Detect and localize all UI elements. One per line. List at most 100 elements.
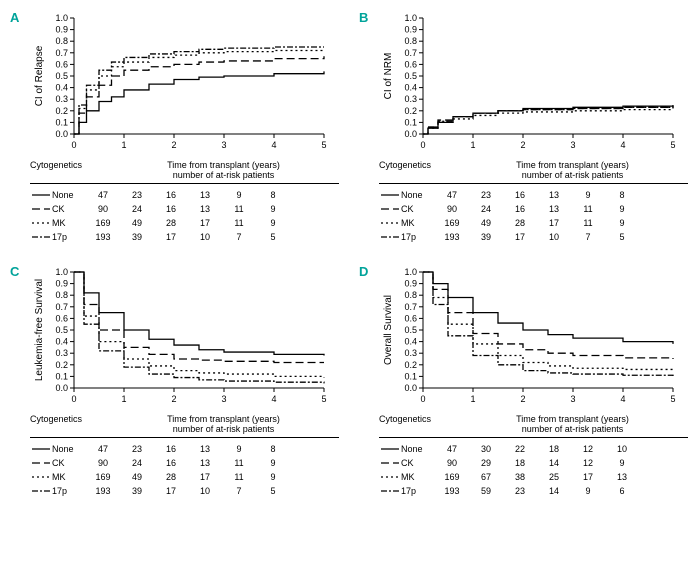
xlabel-line1: Time from transplant (years): [457, 414, 688, 424]
legend-swatch-ck: [30, 204, 52, 214]
svg-text:1: 1: [470, 140, 475, 150]
risk-row: CK90241613119: [30, 202, 339, 216]
svg-text:0.0: 0.0: [55, 129, 68, 139]
group-label: CK: [52, 458, 86, 468]
risk-table: CytogeneticsTime from transplant (years)…: [379, 160, 688, 244]
svg-text:5: 5: [321, 394, 326, 404]
group-label: None: [52, 444, 86, 454]
svg-text:0.4: 0.4: [55, 83, 68, 93]
group-label: CK: [401, 458, 435, 468]
risk-value: 5: [256, 486, 290, 496]
risk-value: 9: [571, 486, 605, 496]
group-label: 17p: [52, 232, 86, 242]
legend-swatch-mk: [30, 218, 52, 228]
risk-value: 25: [537, 472, 571, 482]
svg-text:1: 1: [121, 394, 126, 404]
risk-value: 90: [435, 204, 469, 214]
svg-text:4: 4: [620, 140, 625, 150]
group-label: 17p: [52, 486, 86, 496]
svg-text:0.1: 0.1: [55, 371, 68, 381]
panel-label: B: [359, 10, 368, 25]
svg-text:Leukemia-free Survival: Leukemia-free Survival: [34, 279, 45, 381]
risk-value: 22: [503, 444, 537, 454]
legend-header: Cytogenetics: [379, 414, 457, 434]
risk-row: MK169492817119: [30, 470, 339, 484]
risk-value: 16: [154, 458, 188, 468]
svg-text:3: 3: [570, 140, 575, 150]
risk-row: None473022181210: [379, 442, 688, 456]
risk-value: 38: [503, 472, 537, 482]
svg-text:0.7: 0.7: [55, 302, 68, 312]
panel-b: B0.00.10.20.30.40.50.60.70.80.91.0012345…: [359, 10, 688, 244]
risk-row: CK90241613119: [30, 456, 339, 470]
svg-text:0: 0: [71, 394, 76, 404]
risk-value: 17: [503, 232, 537, 242]
svg-text:0.9: 0.9: [404, 25, 417, 35]
xlabel-line2: number of at-risk patients: [457, 170, 688, 180]
risk-value: 17: [571, 472, 605, 482]
risk-value: 90: [86, 458, 120, 468]
svg-text:5: 5: [670, 140, 675, 150]
risk-value: 9: [605, 458, 639, 468]
risk-value: 17: [188, 472, 222, 482]
svg-text:0.5: 0.5: [55, 71, 68, 81]
panel-d: D0.00.10.20.30.40.50.60.70.80.91.0012345…: [359, 264, 688, 498]
svg-text:0.2: 0.2: [404, 106, 417, 116]
group-label: MK: [401, 472, 435, 482]
svg-text:0.2: 0.2: [55, 106, 68, 116]
svg-text:0.3: 0.3: [404, 94, 417, 104]
legend-swatch-none: [379, 444, 401, 454]
risk-value: 13: [537, 190, 571, 200]
series-17p: [423, 272, 673, 376]
risk-value: 7: [222, 486, 256, 496]
risk-value: 24: [120, 458, 154, 468]
svg-text:1.0: 1.0: [55, 13, 68, 23]
risk-value: 16: [503, 204, 537, 214]
svg-text:0.1: 0.1: [55, 117, 68, 127]
legend-header: Cytogenetics: [379, 160, 457, 180]
risk-value: 8: [256, 190, 290, 200]
series-17p: [74, 47, 324, 134]
risk-value: 23: [120, 190, 154, 200]
risk-value: 10: [537, 232, 571, 242]
risk-value: 13: [188, 444, 222, 454]
risk-value: 11: [571, 218, 605, 228]
series-mk: [74, 272, 324, 378]
risk-row: None4723161398: [30, 442, 339, 456]
svg-text:3: 3: [221, 140, 226, 150]
svg-text:5: 5: [670, 394, 675, 404]
svg-text:0: 0: [420, 140, 425, 150]
svg-text:0.8: 0.8: [404, 290, 417, 300]
risk-value: 193: [435, 486, 469, 496]
risk-value: 39: [120, 232, 154, 242]
risk-value: 18: [537, 444, 571, 454]
risk-value: 24: [120, 204, 154, 214]
svg-text:0.5: 0.5: [404, 325, 417, 335]
risk-row: CK90241613119: [379, 202, 688, 216]
svg-text:2: 2: [171, 394, 176, 404]
group-label: 17p: [401, 232, 435, 242]
svg-text:0.8: 0.8: [55, 290, 68, 300]
risk-value: 17: [188, 218, 222, 228]
risk-value: 49: [120, 218, 154, 228]
svg-text:0.6: 0.6: [55, 313, 68, 323]
legend-swatch-ck: [379, 204, 401, 214]
svg-text:0.0: 0.0: [404, 383, 417, 393]
risk-value: 28: [154, 472, 188, 482]
legend-swatch-mk: [379, 472, 401, 482]
legend-swatch-17p: [379, 232, 401, 242]
svg-text:1.0: 1.0: [404, 13, 417, 23]
chart-a: 0.00.10.20.30.40.50.60.70.80.91.0012345C…: [30, 12, 330, 152]
risk-value: 8: [256, 444, 290, 454]
figure-grid: A0.00.10.20.30.40.50.60.70.80.91.0012345…: [10, 10, 688, 498]
svg-text:CI of NRM: CI of NRM: [383, 53, 394, 100]
svg-text:0: 0: [71, 140, 76, 150]
risk-value: 17: [154, 232, 188, 242]
risk-value: 9: [222, 444, 256, 454]
svg-text:0.9: 0.9: [55, 25, 68, 35]
series-17p: [74, 272, 324, 383]
risk-value: 49: [469, 218, 503, 228]
group-label: 17p: [401, 486, 435, 496]
risk-value: 5: [605, 232, 639, 242]
legend-swatch-17p: [379, 486, 401, 496]
